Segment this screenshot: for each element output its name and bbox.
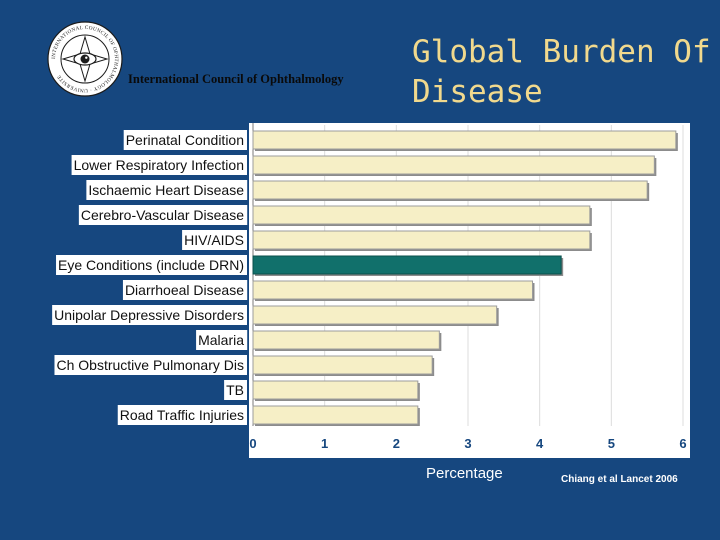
citation: Chiang et al Lancet 2006 bbox=[561, 474, 678, 485]
category-label-background bbox=[123, 130, 247, 150]
category-label: Ischaemic Heart Disease bbox=[88, 182, 244, 198]
category-label: Malaria bbox=[198, 332, 244, 348]
category-label: Ch Obstructive Pulmonary Dis bbox=[56, 357, 244, 373]
slide-title: Global Burden Of Disease bbox=[412, 34, 711, 110]
bar bbox=[252, 280, 533, 300]
x-tick-label: 4 bbox=[536, 436, 544, 451]
category-labels: Perinatal Condition Lower Respiratory Inf… bbox=[52, 130, 248, 425]
category-label: Lower Respiratory Infection bbox=[74, 157, 244, 173]
bar bbox=[252, 355, 433, 375]
bar-chart: Perinatal Condition Lower Respiratory Inf… bbox=[52, 123, 690, 458]
x-tick-label: 0 bbox=[249, 436, 256, 451]
bar-highlight bbox=[252, 255, 562, 275]
organization-name: International Council of Ophthalmology bbox=[128, 72, 344, 86]
bar bbox=[252, 205, 591, 225]
category-label: HIV/AIDS bbox=[184, 232, 244, 248]
bar bbox=[252, 380, 419, 400]
category-label-background bbox=[122, 280, 248, 300]
category-label: Eye Conditions (include DRN) bbox=[58, 257, 244, 273]
x-ticks: 0 1 2 3 4 5 6 bbox=[249, 436, 686, 451]
bar bbox=[252, 180, 648, 200]
category-label-background bbox=[71, 155, 247, 175]
category-label: Cerebro-Vascular Disease bbox=[81, 207, 244, 223]
category-label: Diarrhoeal Disease bbox=[125, 282, 244, 298]
x-tick-label: 6 bbox=[679, 436, 686, 451]
category-label-background bbox=[117, 405, 247, 425]
category-label-background bbox=[78, 205, 248, 225]
category-label-background bbox=[224, 380, 247, 400]
bars bbox=[252, 130, 678, 426]
category-label-background bbox=[56, 255, 247, 275]
category-label: Unipolar Depressive Disorders bbox=[54, 307, 244, 323]
category-label-background bbox=[196, 330, 248, 350]
x-tick-label: 1 bbox=[321, 436, 328, 451]
category-label-background bbox=[182, 230, 247, 250]
x-tick-label: 3 bbox=[464, 436, 471, 451]
category-label-background bbox=[52, 305, 247, 325]
bar bbox=[252, 330, 440, 350]
bar bbox=[252, 305, 498, 325]
x-tick-label: 5 bbox=[608, 436, 615, 451]
bar bbox=[252, 155, 655, 175]
category-label: Perinatal Condition bbox=[126, 132, 244, 148]
category-label: Road Traffic Injuries bbox=[120, 407, 244, 423]
category-label-background bbox=[54, 355, 247, 375]
bar bbox=[252, 130, 677, 150]
bar bbox=[252, 230, 591, 250]
x-axis-label: Percentage bbox=[426, 465, 503, 482]
category-label: TB bbox=[226, 382, 244, 398]
bar bbox=[252, 405, 419, 425]
icoph-logo: INTERNATIONAL COUNCIL OF OPHTHALMOLOGY ·… bbox=[47, 21, 123, 97]
category-label-background bbox=[86, 180, 248, 200]
x-tick-label: 2 bbox=[393, 436, 400, 451]
